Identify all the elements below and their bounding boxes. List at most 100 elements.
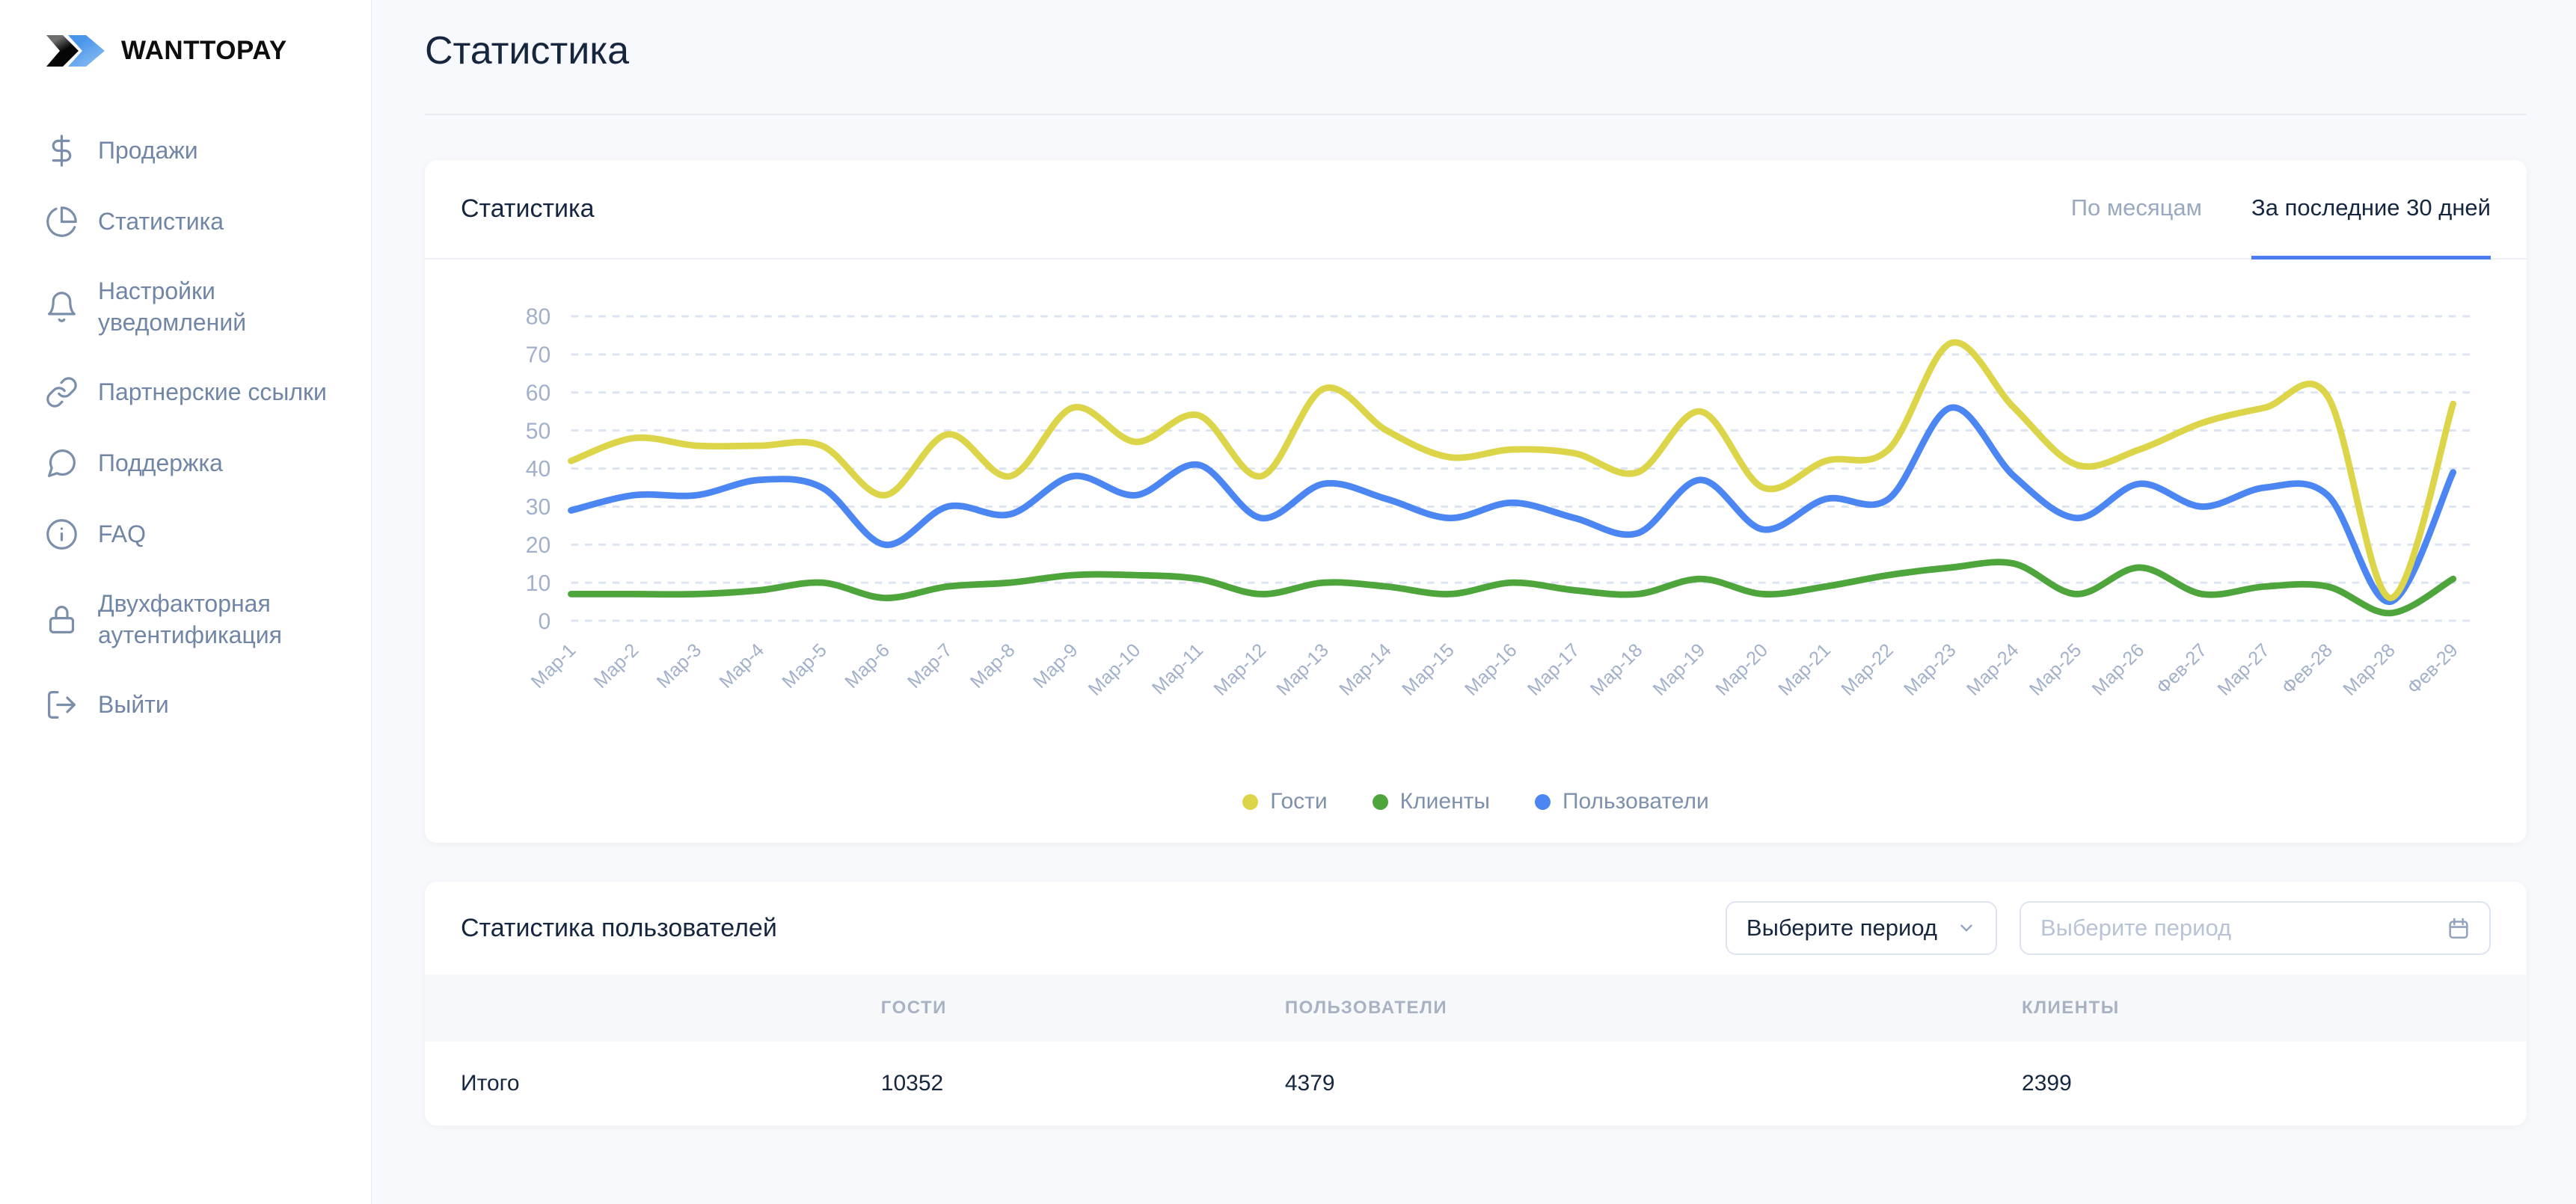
svg-text:Фев-29: Фев-29 bbox=[2403, 639, 2462, 698]
svg-text:Мар-25: Мар-25 bbox=[2025, 639, 2086, 700]
svg-text:Мар-26: Мар-26 bbox=[2088, 639, 2149, 700]
sidebar-item-label: Настройки уведомлений bbox=[98, 277, 247, 336]
page-title: Статистика bbox=[425, 29, 630, 73]
legend-dot-clients bbox=[1372, 793, 1388, 810]
legend-label-users: Пользователи bbox=[1562, 789, 1709, 814]
period-select-value: Выберите период bbox=[1746, 915, 1937, 942]
sidebar-item-logout[interactable]: Выйти bbox=[45, 674, 344, 736]
svg-text:Мар-18: Мар-18 bbox=[1586, 639, 1647, 700]
sidebar-item-label: FAQ bbox=[98, 520, 147, 547]
svg-text:Мар-24: Мар-24 bbox=[1963, 639, 2023, 700]
chart-card-title: Статистика bbox=[461, 194, 595, 223]
link-icon bbox=[46, 377, 77, 408]
tab-last-30-days[interactable]: За последние 30 дней bbox=[2251, 160, 2491, 259]
svg-text:Мар-15: Мар-15 bbox=[1398, 639, 1459, 700]
table-row: Итого 10352 4379 2399 bbox=[425, 1042, 2527, 1126]
svg-text:60: 60 bbox=[526, 381, 551, 406]
sidebar-item-two-factor-auth[interactable]: Двухфакторная аутентификация bbox=[45, 574, 344, 665]
brand-name: WANTTOPAY bbox=[121, 36, 287, 65]
svg-text:70: 70 bbox=[526, 343, 551, 368]
period-select[interactable]: Выберите период bbox=[1725, 901, 1997, 956]
chart-card-header: Статистика По месяцам За последние 30 дне… bbox=[425, 160, 2527, 259]
table-header-clients: КЛИЕНТЫ bbox=[2022, 998, 2120, 1019]
sidebar-item-notification-settings[interactable]: Настройки уведомлений bbox=[45, 262, 344, 352]
svg-text:Мар-21: Мар-21 bbox=[1774, 639, 1835, 700]
table-header-row: ГОСТИ ПОЛЬЗОВАТЕЛИ КЛИЕНТЫ bbox=[425, 974, 2527, 1042]
svg-text:Мар-6: Мар-6 bbox=[841, 639, 894, 692]
svg-text:40: 40 bbox=[526, 457, 551, 482]
sidebar-item-sales[interactable]: Продажи bbox=[45, 120, 344, 182]
svg-text:Фев-28: Фев-28 bbox=[2278, 639, 2337, 698]
sidebar-item-label: Партнерские ссылки bbox=[98, 378, 327, 405]
svg-text:Мар-23: Мар-23 bbox=[1900, 639, 1960, 700]
legend-item-users: Пользователи bbox=[1534, 789, 1709, 814]
svg-text:Мар-7: Мар-7 bbox=[904, 639, 957, 692]
legend-label-guests: Гости bbox=[1270, 789, 1328, 814]
legend-item-guests: Гости bbox=[1242, 789, 1328, 814]
sidebar-item-label: Статистика bbox=[98, 207, 224, 235]
user-stats-header: Статистика пользователей Выберите период bbox=[425, 882, 2527, 974]
sidebar-item-statistics[interactable]: Статистика bbox=[45, 191, 344, 253]
svg-text:Мар-3: Мар-3 bbox=[653, 639, 706, 692]
sidebar-item-partner-links[interactable]: Партнерские ссылки bbox=[45, 361, 344, 423]
svg-text:Мар-4: Мар-4 bbox=[715, 639, 768, 692]
sidebar-item-label: Выйти bbox=[98, 691, 169, 719]
pie-chart-icon bbox=[46, 206, 77, 237]
svg-text:Мар-27: Мар-27 bbox=[2214, 639, 2275, 700]
brand-logo[interactable]: WANTTOPAY bbox=[45, 34, 344, 67]
svg-text:Мар-22: Мар-22 bbox=[1837, 639, 1898, 700]
legend-dot-guests bbox=[1242, 793, 1259, 810]
svg-text:Мар-10: Мар-10 bbox=[1085, 639, 1145, 700]
logout-icon bbox=[48, 691, 76, 719]
table-cell-total-label: Итого bbox=[461, 1071, 520, 1096]
info-icon bbox=[46, 519, 77, 550]
svg-text:50: 50 bbox=[526, 419, 551, 443]
svg-text:Мар-16: Мар-16 bbox=[1461, 639, 1521, 700]
statistics-chart-card: Статистика По месяцам За последние 30 дне… bbox=[425, 160, 2527, 844]
sidebar-item-label: Поддержка bbox=[98, 449, 223, 476]
bell-icon bbox=[48, 292, 76, 322]
period-date-input[interactable] bbox=[2039, 914, 2446, 943]
sidebar: WANTTOPAY Продажи Статистика Настройки уве… bbox=[0, 0, 372, 1204]
tab-by-months[interactable]: По месяцам bbox=[2070, 194, 2202, 221]
chat-icon bbox=[48, 449, 76, 478]
sidebar-item-faq[interactable]: FAQ bbox=[45, 503, 344, 565]
chart-area: 0 10 20 30 40 50 60 70 80 Мар-1 Мар-2 Мар-3 Мар-4 Мар… bbox=[425, 259, 2527, 774]
svg-text:Мар-20: Мар-20 bbox=[1712, 639, 1773, 700]
period-controls: Выберите период bbox=[1725, 901, 2491, 956]
user-statistics-card: Статистика пользователей Выберите период bbox=[425, 882, 2527, 1126]
svg-text:20: 20 bbox=[526, 533, 551, 558]
svg-text:Мар-1: Мар-1 bbox=[527, 639, 580, 692]
sidebar-nav: Продажи Статистика Настройки уведомлений Па… bbox=[45, 120, 344, 736]
sidebar-item-support[interactable]: Поддержка bbox=[45, 432, 344, 494]
svg-text:Мар-5: Мар-5 bbox=[778, 639, 831, 692]
sidebar-item-label: Двухфакторная аутентификация bbox=[98, 590, 282, 648]
svg-text:10: 10 bbox=[526, 571, 551, 596]
lock-icon bbox=[49, 606, 75, 634]
svg-text:Мар-8: Мар-8 bbox=[966, 639, 1019, 692]
svg-text:0: 0 bbox=[539, 609, 551, 634]
svg-text:Мар-17: Мар-17 bbox=[1524, 639, 1584, 700]
svg-text:Мар-14: Мар-14 bbox=[1335, 639, 1396, 700]
table-header-guests: ГОСТИ bbox=[880, 998, 947, 1019]
table-cell-guests: 10352 bbox=[880, 1071, 944, 1096]
table-header-users: ПОЛЬЗОВАТЕЛИ bbox=[1284, 998, 1448, 1019]
svg-text:Мар-11: Мар-11 bbox=[1148, 639, 1207, 698]
chart-legend: Гости Клиенты Пользователи bbox=[425, 774, 2527, 843]
svg-text:Мар-12: Мар-12 bbox=[1210, 639, 1271, 700]
svg-text:80: 80 bbox=[526, 305, 551, 330]
sidebar-item-label: Продажи bbox=[98, 136, 198, 164]
legend-dot-users bbox=[1534, 793, 1551, 810]
svg-text:Мар-28: Мар-28 bbox=[2339, 639, 2399, 700]
svg-text:30: 30 bbox=[526, 495, 551, 520]
legend-label-clients: Клиенты bbox=[1399, 789, 1490, 814]
svg-text:Мар-9: Мар-9 bbox=[1029, 639, 1082, 692]
svg-text:Фев-27: Фев-27 bbox=[2153, 639, 2212, 698]
main-content: Статистика Статистика По месяцам За после… bbox=[372, 0, 2576, 1204]
legend-item-clients: Клиенты bbox=[1372, 789, 1490, 814]
period-date-field bbox=[2020, 901, 2491, 956]
table-cell-users: 4379 bbox=[1284, 1071, 1335, 1096]
calendar-icon[interactable] bbox=[2446, 915, 2471, 941]
